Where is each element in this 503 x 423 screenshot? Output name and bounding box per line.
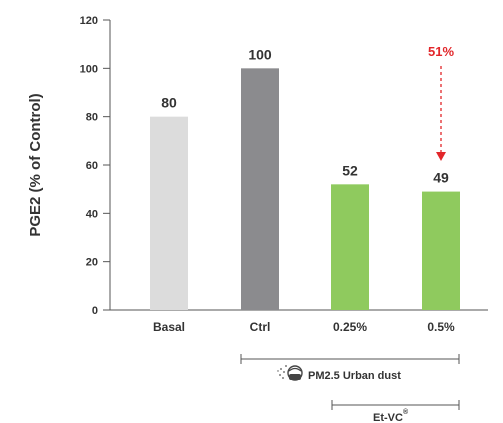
y-tick-label: 0 <box>92 305 98 317</box>
registered-mark: ® <box>403 408 409 416</box>
y-tick-label: 40 <box>86 208 98 220</box>
y-axis-label: PGE2 (% of Control) <box>27 93 44 236</box>
group-bracket-etvc <box>331 400 460 410</box>
category-label-basal: Basal <box>153 320 185 334</box>
bar-basal <box>150 116 188 311</box>
value-labels: 80 100 52 49 <box>161 46 449 185</box>
group-label-etvc: Et-VC <box>373 412 403 423</box>
dust-particles-icon <box>277 365 303 381</box>
bar-ctrl <box>241 68 279 310</box>
y-tick-label: 80 <box>86 112 98 124</box>
y-tick-marks <box>103 19 110 311</box>
y-tick-label: 60 <box>86 160 98 172</box>
group-label-pm25: PM2.5 Urban dust <box>308 370 401 382</box>
reduction-annotation: 51% <box>428 44 454 59</box>
bar-0-5 <box>422 191 460 310</box>
y-tick-labels: 0 20 40 60 80 100 120 <box>80 15 98 317</box>
group-bracket-pm25 <box>240 354 460 364</box>
y-tick-label: 100 <box>80 63 98 75</box>
bar-0-25 <box>331 184 369 310</box>
value-label-0-25: 52 <box>342 162 358 178</box>
bars <box>150 68 460 311</box>
reduction-arrow-head <box>436 152 446 161</box>
category-label-ctrl: Ctrl <box>250 320 271 334</box>
value-label-ctrl: 100 <box>248 46 272 62</box>
value-label-0-5: 49 <box>433 170 449 186</box>
category-labels: Basal Ctrl 0.25% 0.5% <box>153 320 455 334</box>
category-label-0-25: 0.25% <box>333 320 367 334</box>
y-tick-label: 120 <box>80 15 98 27</box>
y-tick-label: 20 <box>86 257 98 269</box>
value-label-basal: 80 <box>161 95 177 111</box>
category-label-0-5: 0.5% <box>427 320 455 334</box>
